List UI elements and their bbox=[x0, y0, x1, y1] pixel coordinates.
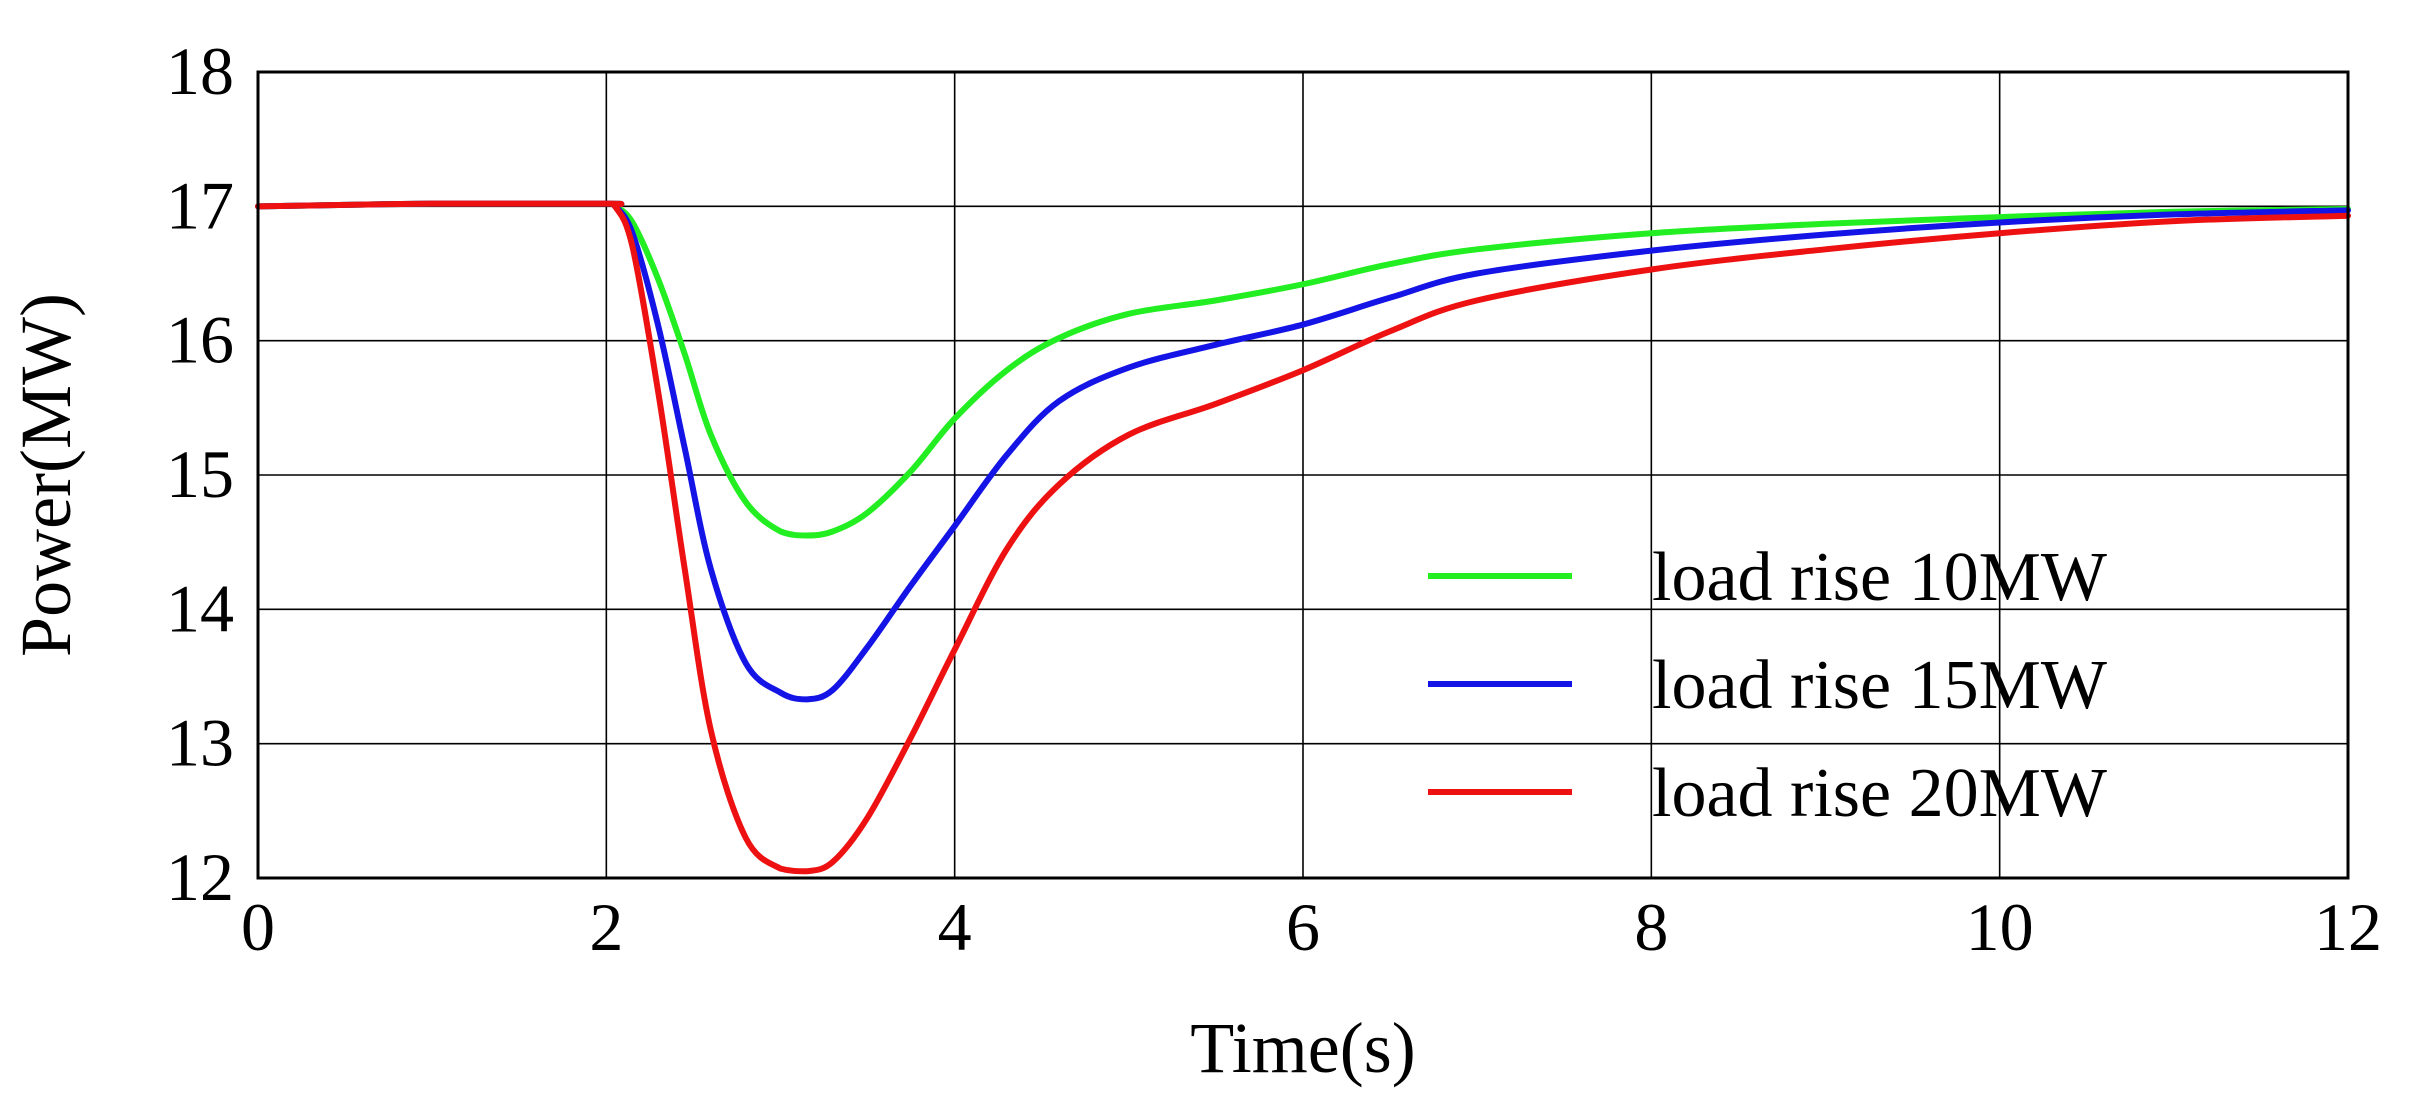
legend: load rise 10MW load rise 15MW load rise 20… bbox=[1428, 539, 2107, 832]
y-tick-label: 18 bbox=[166, 33, 234, 109]
x-tick-label: 10 bbox=[1966, 889, 2034, 965]
x-tick-label: 2 bbox=[589, 889, 623, 965]
y-tick-label: 12 bbox=[166, 839, 234, 915]
series-line-1 bbox=[255, 200, 2351, 703]
y-tick-label: 13 bbox=[166, 705, 234, 781]
y-tick-label: 15 bbox=[166, 436, 234, 512]
x-tick-label: 4 bbox=[938, 889, 972, 965]
y-axis-title: Power(MW) bbox=[6, 293, 86, 657]
series-line-0 bbox=[255, 200, 2351, 539]
legend-label-0: load rise 10MW bbox=[1652, 539, 2107, 616]
legend-label-1: load rise 15MW bbox=[1652, 647, 2107, 724]
legend-label-2: load rise 20MW bbox=[1652, 755, 2107, 832]
y-tick-label: 16 bbox=[166, 302, 234, 378]
plot-area-frame bbox=[256, 70, 2350, 880]
x-axis-title: Time(s) bbox=[1190, 1008, 1415, 1088]
x-tick-label: 0 bbox=[241, 889, 275, 965]
x-tick-label: 6 bbox=[1286, 889, 1320, 965]
y-tick-label: 17 bbox=[166, 167, 234, 243]
x-tick-label: 8 bbox=[1634, 889, 1668, 965]
x-tick-label: 12 bbox=[2314, 889, 2382, 965]
axis-tick-labels: 0 2 4 6 8 10 12 12 13 14 15 16 17 18 bbox=[166, 33, 2382, 965]
y-tick-label: 14 bbox=[166, 570, 234, 646]
grid bbox=[258, 72, 2348, 878]
series-lines bbox=[255, 200, 2351, 875]
series-line-2 bbox=[255, 200, 2351, 875]
